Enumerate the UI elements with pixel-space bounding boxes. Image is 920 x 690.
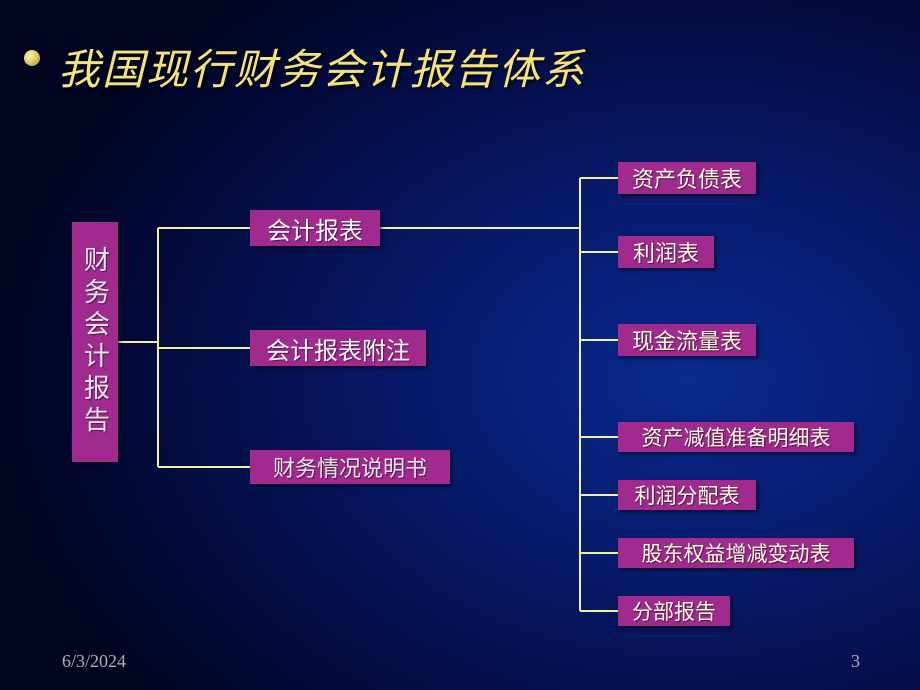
level2-node: 财务情况说明书 <box>250 450 450 484</box>
footer-date: 6/3/2024 <box>62 651 126 672</box>
level3-node: 利润分配表 <box>618 480 756 510</box>
level3-node: 股东权益增减变动表 <box>618 538 854 568</box>
slide-title: 我国现行财务会计报告体系 <box>58 36 586 97</box>
level2-node: 会计报表附注 <box>250 330 426 366</box>
root-node: 财务会计报告 <box>72 222 118 462</box>
footer-page-number: 3 <box>851 651 860 672</box>
level2-node: 会计报表 <box>250 210 380 246</box>
level3-node: 现金流量表 <box>618 324 756 356</box>
title-bullet <box>24 50 40 66</box>
level3-node: 利润表 <box>618 236 714 268</box>
slide-background <box>0 0 920 690</box>
level3-node: 分部报告 <box>618 596 730 626</box>
level3-node: 资产减值准备明细表 <box>618 422 854 452</box>
level3-node: 资产负债表 <box>618 162 756 194</box>
